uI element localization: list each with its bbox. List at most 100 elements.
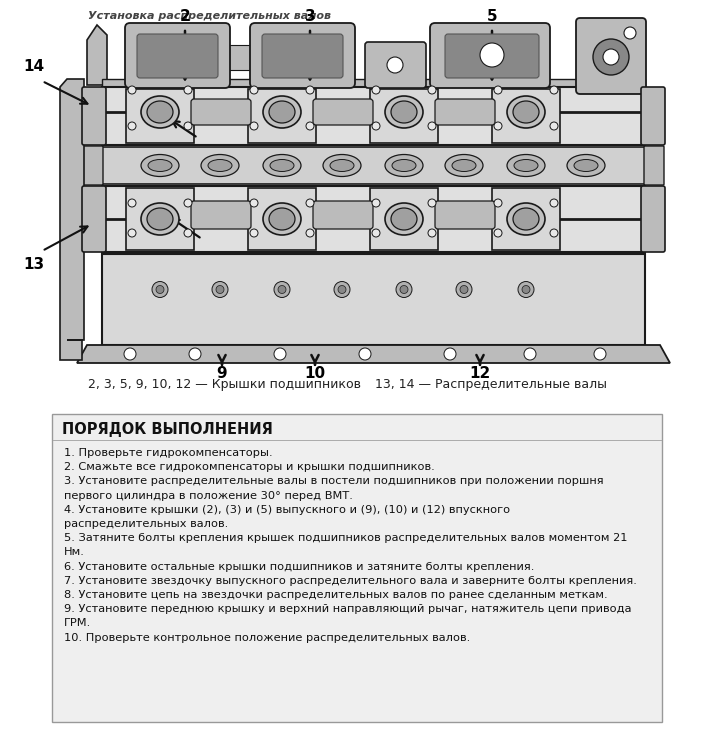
Circle shape <box>306 229 314 237</box>
FancyBboxPatch shape <box>445 34 539 78</box>
FancyBboxPatch shape <box>125 23 230 88</box>
Ellipse shape <box>385 96 423 128</box>
Circle shape <box>522 286 530 294</box>
FancyBboxPatch shape <box>82 87 106 145</box>
Circle shape <box>480 43 504 67</box>
Text: 13, 14 — Распределительные валы: 13, 14 — Распределительные валы <box>375 378 607 391</box>
Circle shape <box>372 86 380 94</box>
FancyBboxPatch shape <box>576 18 646 94</box>
Circle shape <box>550 122 558 130</box>
Circle shape <box>624 27 636 39</box>
Ellipse shape <box>269 208 295 230</box>
Circle shape <box>306 122 314 130</box>
Circle shape <box>156 286 164 294</box>
Circle shape <box>550 199 558 207</box>
Ellipse shape <box>147 101 173 123</box>
Ellipse shape <box>323 155 361 177</box>
Bar <box>248 188 316 250</box>
Circle shape <box>372 199 380 207</box>
Circle shape <box>372 122 380 130</box>
Ellipse shape <box>385 203 423 235</box>
Ellipse shape <box>263 155 301 177</box>
Circle shape <box>128 199 136 207</box>
Circle shape <box>359 348 371 360</box>
Circle shape <box>428 86 436 94</box>
Text: 9. Установите переднюю крышку и верхний направляющий рычаг, натяжитель цепи прив: 9. Установите переднюю крышку и верхний … <box>64 604 631 614</box>
Circle shape <box>250 199 258 207</box>
Bar <box>102 147 645 184</box>
Bar <box>492 188 560 250</box>
Circle shape <box>550 229 558 237</box>
Circle shape <box>593 39 629 75</box>
Circle shape <box>274 348 286 360</box>
Circle shape <box>594 348 606 360</box>
Text: 14: 14 <box>24 59 44 74</box>
Circle shape <box>334 281 350 297</box>
Circle shape <box>189 348 201 360</box>
Circle shape <box>184 229 192 237</box>
Bar <box>126 188 194 250</box>
Circle shape <box>396 281 412 297</box>
Text: первого цилиндра в положение 30° перед ВМТ.: первого цилиндра в положение 30° перед В… <box>64 491 353 500</box>
FancyBboxPatch shape <box>250 23 355 88</box>
Circle shape <box>250 122 258 130</box>
Ellipse shape <box>514 160 538 172</box>
Bar <box>248 89 316 143</box>
Ellipse shape <box>208 160 232 172</box>
Text: Нм.: Нм. <box>64 548 85 557</box>
Circle shape <box>444 348 456 360</box>
Circle shape <box>338 286 346 294</box>
Ellipse shape <box>507 203 545 235</box>
Ellipse shape <box>567 155 605 177</box>
Circle shape <box>184 86 192 94</box>
Circle shape <box>306 86 314 94</box>
Ellipse shape <box>574 160 598 172</box>
Ellipse shape <box>201 155 239 177</box>
Circle shape <box>400 286 408 294</box>
Bar <box>102 254 645 345</box>
Text: 7. Установите звездочку выпускного распределительного вала и заверните болты кре: 7. Установите звездочку выпускного распр… <box>64 576 637 586</box>
Text: 2, 3, 5, 9, 10, 12 — Крышки подшипников: 2, 3, 5, 9, 10, 12 — Крышки подшипников <box>88 378 361 391</box>
FancyBboxPatch shape <box>82 186 106 252</box>
Text: 2: 2 <box>180 9 191 24</box>
FancyBboxPatch shape <box>191 201 251 229</box>
Text: 5. Затяните болты крепления крышек подшипников распределительных валов моментом : 5. Затяните болты крепления крышек подши… <box>64 534 628 543</box>
Ellipse shape <box>141 155 179 177</box>
Bar <box>102 87 645 145</box>
Text: 1. Проверьте гидрокомпенсаторы.: 1. Проверьте гидрокомпенсаторы. <box>64 448 273 458</box>
Text: 3. Установите распределительные валы в постели подшипников при положении поршня: 3. Установите распределительные валы в п… <box>64 477 603 486</box>
Circle shape <box>306 199 314 207</box>
Ellipse shape <box>147 208 173 230</box>
Bar <box>102 79 645 87</box>
Polygon shape <box>60 79 84 360</box>
Bar <box>370 89 438 143</box>
Circle shape <box>152 281 168 297</box>
FancyBboxPatch shape <box>191 99 251 125</box>
Text: 13: 13 <box>24 257 44 272</box>
Circle shape <box>212 281 228 297</box>
Ellipse shape <box>270 160 294 172</box>
Ellipse shape <box>513 208 539 230</box>
Circle shape <box>250 86 258 94</box>
Ellipse shape <box>391 208 417 230</box>
Circle shape <box>428 229 436 237</box>
Text: 12: 12 <box>469 366 491 381</box>
Circle shape <box>428 122 436 130</box>
FancyBboxPatch shape <box>313 99 373 125</box>
Ellipse shape <box>507 96 545 128</box>
Circle shape <box>184 122 192 130</box>
FancyBboxPatch shape <box>313 201 373 229</box>
Circle shape <box>184 199 192 207</box>
Bar <box>126 89 194 143</box>
Ellipse shape <box>263 96 301 128</box>
FancyBboxPatch shape <box>262 34 343 78</box>
Circle shape <box>494 122 502 130</box>
Text: 3: 3 <box>305 9 316 24</box>
Text: 8. Установите цепь на звездочки распределительных валов по ранее сделанным метка: 8. Установите цепь на звездочки распреде… <box>64 590 608 600</box>
Bar <box>52 414 662 722</box>
FancyBboxPatch shape <box>137 34 218 78</box>
FancyBboxPatch shape <box>79 146 103 185</box>
Text: 2. Смажьте все гидрокомпенсаторы и крышки подшипников.: 2. Смажьте все гидрокомпенсаторы и крышк… <box>64 462 435 472</box>
Bar <box>370 188 438 250</box>
Ellipse shape <box>148 160 172 172</box>
